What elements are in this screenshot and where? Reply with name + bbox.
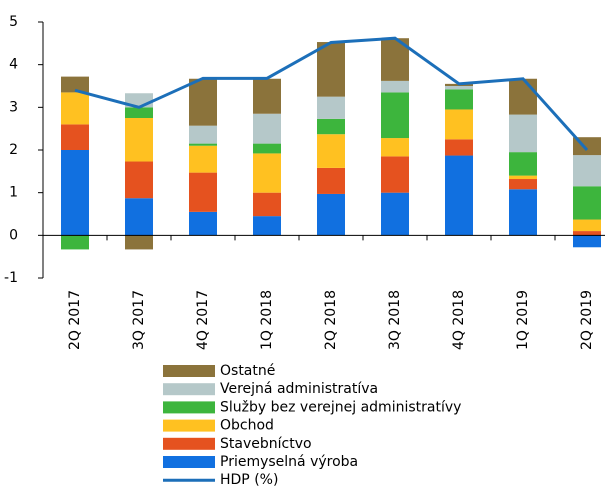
- x-tick-label: 4Q 2017: [195, 290, 211, 350]
- y-tick-label: 5: [9, 14, 18, 30]
- bar-segment: [445, 89, 473, 110]
- bar-segment: [509, 78, 537, 115]
- bar-segment: [61, 76, 89, 93]
- bar-segment: [573, 155, 601, 187]
- x-tick-label: 3Q 2018: [387, 290, 403, 350]
- bar-segment: [125, 235, 153, 250]
- bar-segment: [61, 150, 89, 236]
- bar-segment: [509, 179, 537, 190]
- y-tick-label: 1: [9, 185, 18, 201]
- x-tick-label: 2Q 2019: [579, 290, 595, 350]
- bar-segment: [189, 78, 217, 126]
- legend-label: Stavebníctvo: [220, 436, 312, 452]
- bar-segment: [125, 107, 153, 118]
- bar-segment: [573, 235, 601, 248]
- bar-segment: [317, 118, 345, 135]
- legend-swatch: [163, 419, 215, 432]
- bar-segment: [509, 152, 537, 176]
- bar-segment: [509, 114, 537, 153]
- bar-segment: [253, 143, 281, 154]
- bar-segment: [125, 118, 153, 162]
- bar-segment: [381, 138, 409, 157]
- x-tick-label: 2Q 2018: [323, 290, 339, 350]
- y-tick-label: 0: [9, 227, 18, 243]
- legend-label: Ostatné: [220, 363, 275, 379]
- y-tick-label: 4: [9, 57, 18, 73]
- y-tick-label: 2: [9, 142, 18, 158]
- legend-swatch: [163, 437, 215, 450]
- bar-segment: [125, 198, 153, 236]
- legend-label: Verejná administratíva: [220, 381, 378, 397]
- x-tick-label: 3Q 2017: [131, 290, 147, 350]
- bar-segment: [317, 134, 345, 168]
- bar-segment: [253, 113, 281, 144]
- bar-segment: [317, 193, 345, 236]
- bar-segment: [445, 109, 473, 140]
- bar-segment: [125, 161, 153, 199]
- legend-swatch: [163, 383, 215, 396]
- bar-segment: [189, 145, 217, 173]
- bar-segment: [381, 156, 409, 193]
- bar-segment: [381, 192, 409, 236]
- x-tick-label: 2Q 2017: [67, 290, 83, 350]
- x-tick-label: 1Q 2018: [259, 290, 275, 350]
- bar-segment: [445, 86, 473, 90]
- legend-label: Služby bez verejnej administratívy: [220, 399, 461, 415]
- bar-segment: [445, 139, 473, 156]
- bar-segment: [509, 175, 537, 180]
- bar-segment: [573, 219, 601, 232]
- bar-segment: [573, 186, 601, 220]
- bar-segment: [253, 153, 281, 193]
- bar-segment: [253, 192, 281, 217]
- bar-segment: [189, 211, 217, 236]
- bar-segment: [189, 125, 217, 144]
- bar-segment: [317, 96, 345, 119]
- x-tick-label: 1Q 2019: [515, 290, 531, 350]
- bar-segment: [317, 42, 345, 97]
- y-tick-label: -1: [4, 270, 18, 286]
- legend-label: HDP (%): [220, 472, 278, 486]
- bar-segment: [573, 231, 601, 236]
- legend-swatch: [163, 456, 215, 468]
- legend-label: Obchod: [220, 418, 274, 434]
- y-tick-label: 3: [9, 99, 18, 115]
- bar-segment: [253, 78, 281, 114]
- legend-label: Priemyselná výroba: [220, 454, 358, 470]
- bar-segment: [189, 172, 217, 212]
- bar-segment: [61, 92, 89, 125]
- legend-swatch: [163, 365, 215, 377]
- legend-swatch: [163, 401, 215, 414]
- bar-segment: [317, 167, 345, 194]
- line-series: [74, 36, 589, 152]
- bar-segment: [61, 124, 89, 150]
- bar-segment: [189, 143, 217, 146]
- x-tick-label: 4Q 2018: [451, 290, 467, 350]
- bar-segment: [445, 155, 473, 236]
- bar-segment: [61, 235, 89, 250]
- bar-segment: [253, 216, 281, 236]
- bar-segment: [509, 189, 537, 236]
- bar-segment: [381, 80, 409, 93]
- bar-segment: [381, 92, 409, 139]
